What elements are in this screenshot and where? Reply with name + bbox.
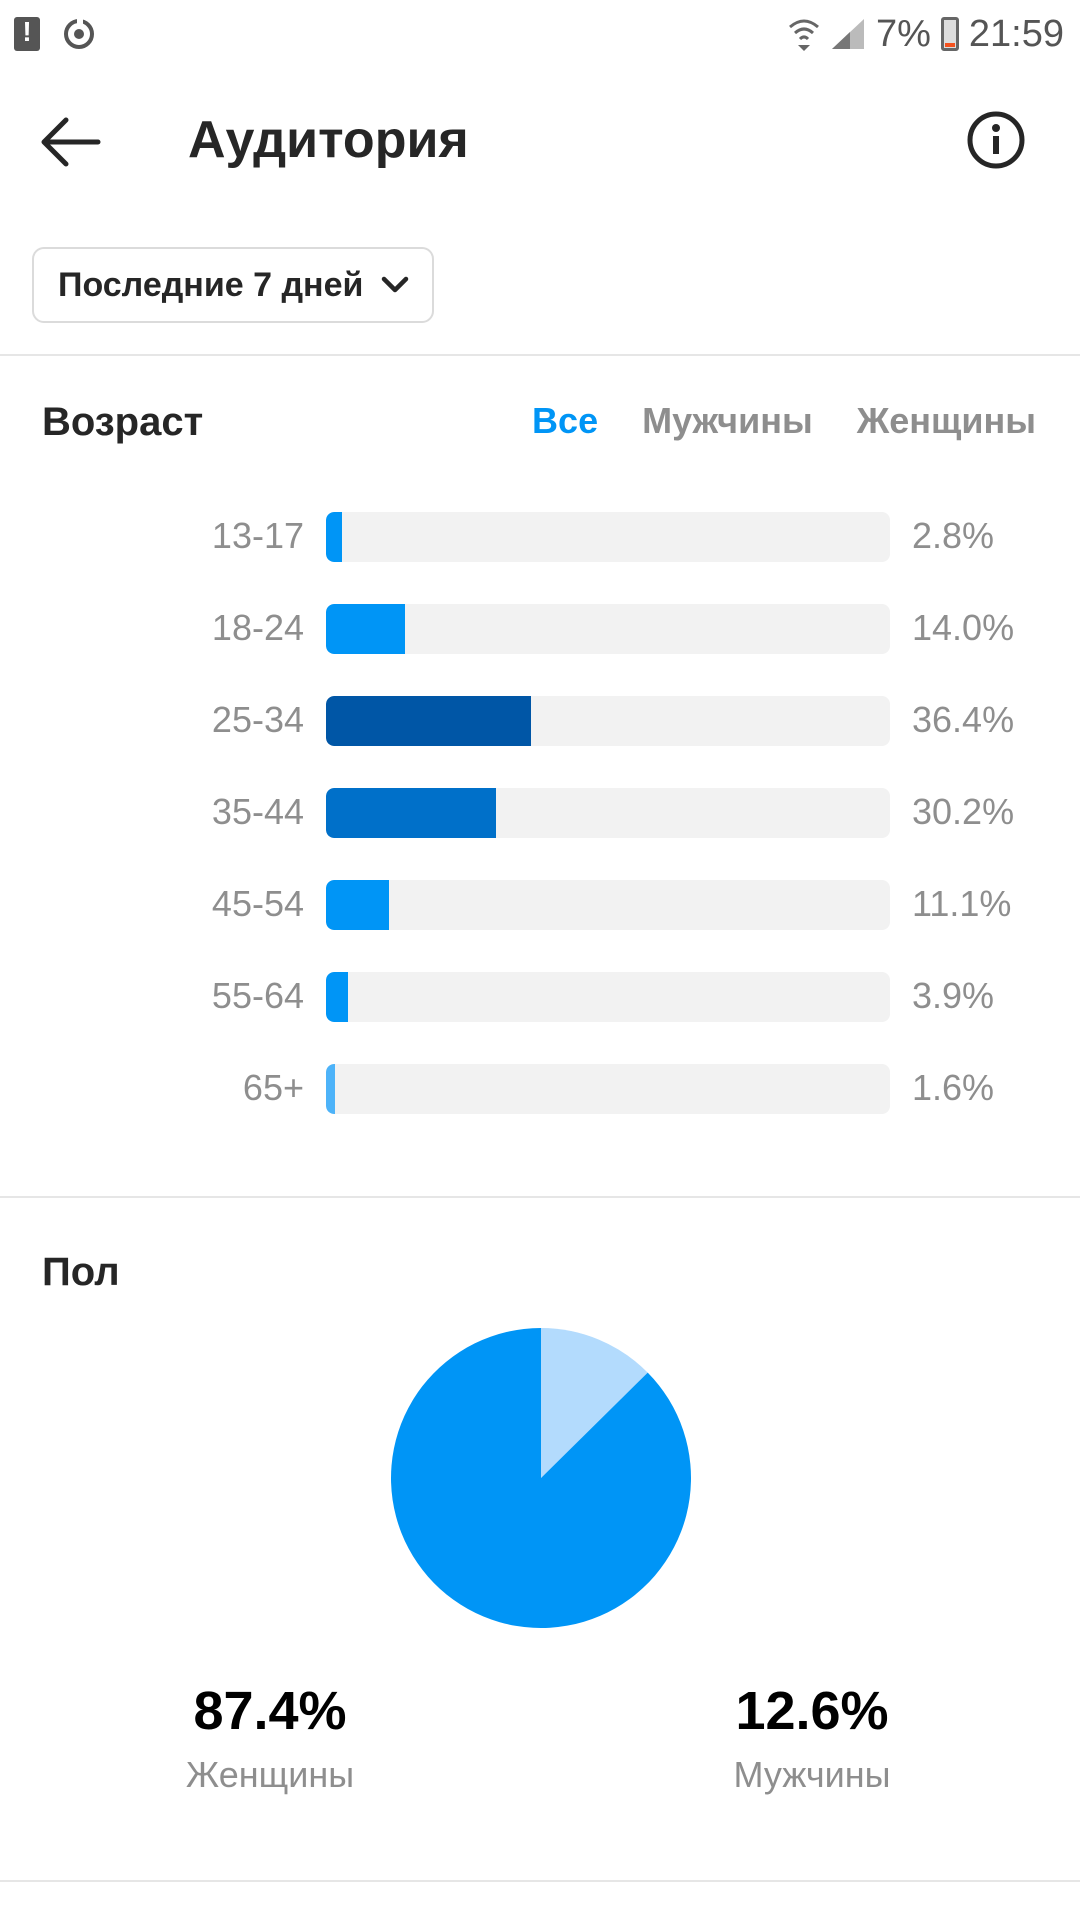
- sync-icon: [64, 18, 94, 49]
- age-range-label: 13-17: [211, 515, 304, 556]
- back-arrow-icon[interactable]: [40, 116, 104, 168]
- age-bar: [326, 512, 342, 562]
- signal-icon: [831, 19, 864, 49]
- age-bar-track: [326, 1064, 890, 1114]
- tab-men[interactable]: Мужчины: [642, 400, 813, 441]
- date-range-dropdown[interactable]: Последние 7 дней: [32, 247, 434, 323]
- age-percent-label: 14.0%: [912, 607, 1015, 648]
- age-percent-label: 36.4%: [912, 699, 1015, 740]
- clock: 21:59: [968, 12, 1064, 55]
- age-bar-track: [326, 880, 890, 930]
- info-icon[interactable]: [966, 110, 1026, 170]
- section-divider: [0, 1880, 1080, 1882]
- age-percent-label: 2.8%: [912, 515, 995, 556]
- battery-percent: 7%: [875, 12, 931, 55]
- age-row: 25-34 36.4%: [0, 694, 1080, 786]
- age-filter-tabs: Все Мужчины Женщины: [532, 400, 1036, 442]
- gender-pie-chart: [391, 1328, 691, 1628]
- age-bar: [326, 604, 405, 654]
- age-row: 65+ 1.6%: [0, 1062, 1080, 1154]
- pie-slice-women: [391, 1328, 691, 1628]
- age-range-label: 18-24: [211, 607, 304, 648]
- age-percent-label: 3.9%: [912, 975, 995, 1016]
- age-section-title: Возраст: [42, 400, 204, 444]
- age-bar: [326, 788, 497, 838]
- age-row: 13-17 2.8%: [0, 510, 1080, 602]
- age-range-label: 65+: [242, 1067, 304, 1108]
- age-percent-label: 11.1%: [912, 883, 1012, 924]
- men-label: Мужчины: [733, 1754, 891, 1795]
- age-row: 45-54 11.1%: [0, 878, 1080, 970]
- section-divider: [0, 1196, 1080, 1198]
- age-bar: [326, 1064, 336, 1114]
- women-stat: 87.4% Женщины: [120, 1680, 420, 1796]
- app-header: Аудитория: [0, 80, 1080, 200]
- age-row: 55-64 3.9%: [0, 970, 1080, 1062]
- women-percent: 87.4%: [193, 1681, 347, 1741]
- women-label: Женщины: [185, 1754, 355, 1795]
- chevron-down-icon: [381, 276, 409, 293]
- age-bar-track: [326, 604, 890, 654]
- age-bar: [326, 880, 389, 930]
- age-range-label: 35-44: [211, 791, 304, 832]
- tab-all[interactable]: Все: [532, 400, 599, 441]
- men-stat: 12.6% Мужчины: [662, 1680, 962, 1796]
- age-bar-track: [326, 696, 890, 746]
- wifi-icon: [789, 19, 819, 51]
- age-range-label: 25-34: [211, 699, 304, 740]
- age-row: 18-24 14.0%: [0, 602, 1080, 694]
- age-bar-chart: 13-17 2.8% 18-24 14.0% 25-34 36.4% 35-44 30.2% 4…: [0, 510, 1080, 1154]
- age-bar-track: [326, 972, 890, 1022]
- tab-women[interactable]: Женщины: [856, 400, 1036, 441]
- gender-section-title: Пол: [42, 1250, 120, 1294]
- age-range-label: 45-54: [211, 883, 304, 924]
- age-range-label: 55-64: [211, 975, 304, 1016]
- section-divider: [0, 354, 1080, 356]
- battery-icon: [940, 17, 959, 51]
- status-bar: 7% 21:59: [0, 0, 1080, 68]
- age-percent-label: 1.6%: [912, 1067, 995, 1108]
- date-range-value: Последние 7 дней: [58, 265, 364, 304]
- age-bar: [326, 972, 348, 1022]
- age-percent-label: 30.2%: [912, 791, 1015, 832]
- alert-notification-icon: [14, 16, 40, 51]
- pie-slice-men: [541, 1328, 648, 1478]
- men-percent: 12.6%: [735, 1681, 889, 1741]
- age-bar-track: [326, 512, 890, 562]
- age-bar: [326, 696, 532, 746]
- age-bar-track: [326, 788, 890, 838]
- age-row: 35-44 30.2%: [0, 786, 1080, 878]
- page-title: Аудитория: [188, 111, 469, 169]
